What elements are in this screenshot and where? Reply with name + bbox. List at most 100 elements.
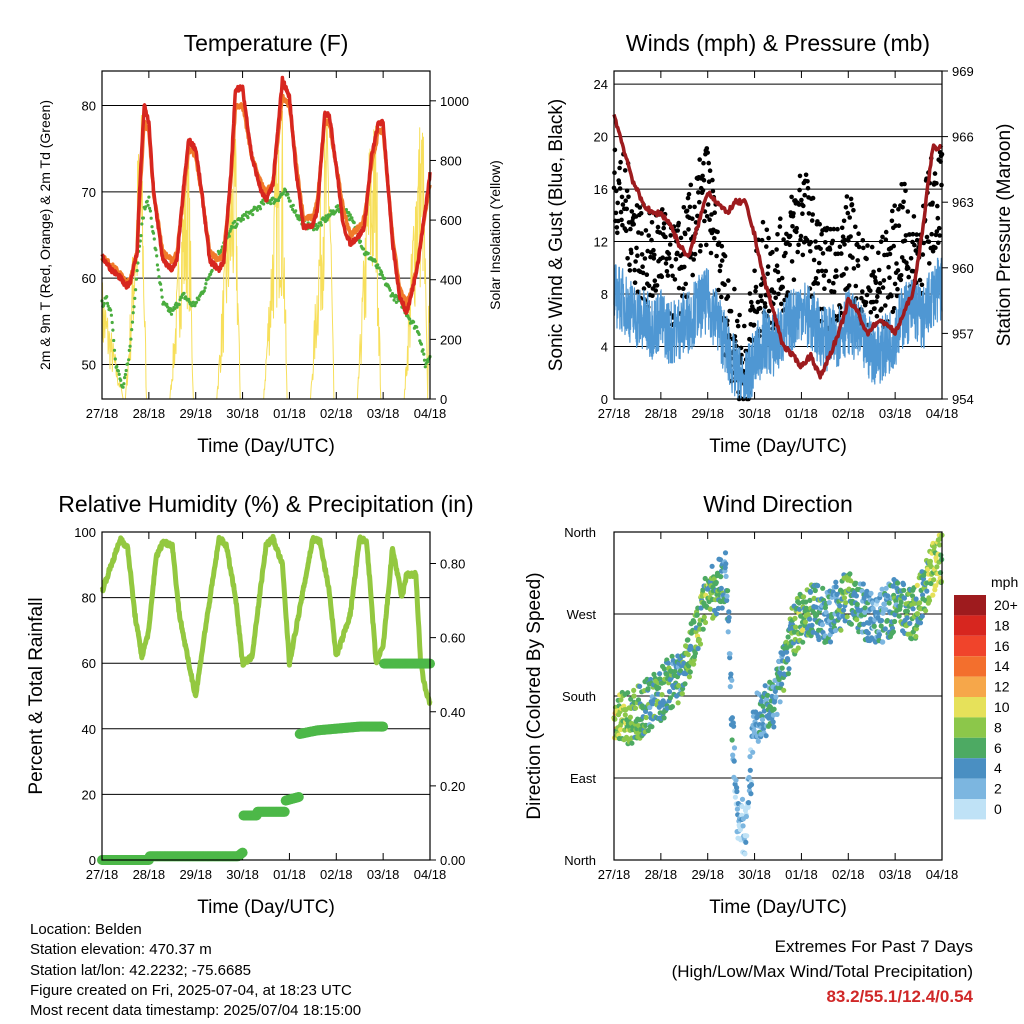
gust-point: [779, 275, 785, 281]
direction-point: [901, 587, 907, 593]
gust-point: [675, 228, 680, 233]
dewpoint-point: [316, 224, 320, 228]
direction-point: [629, 740, 635, 746]
gust-point: [845, 210, 851, 216]
gust-point: [614, 225, 620, 230]
direction-point: [729, 677, 735, 683]
gust-point: [698, 243, 703, 248]
winds-title: Winds (mph) & Pressure (mb): [626, 30, 930, 56]
gust-point: [722, 253, 728, 259]
gust-point: [890, 309, 896, 315]
gust-point: [795, 249, 800, 255]
gust-point: [841, 218, 847, 224]
dewpoint-point: [122, 382, 126, 386]
gust-point: [649, 220, 655, 225]
direction-point: [892, 612, 898, 618]
winds-ytick-label: 20: [594, 130, 608, 145]
gust-point: [661, 221, 667, 226]
direction-point: [848, 621, 855, 627]
dewpoint-point: [115, 364, 119, 369]
gust-point: [853, 283, 859, 289]
colorbar-swatch: [954, 799, 986, 820]
direction-point: [914, 611, 921, 617]
gust-point: [666, 251, 672, 256]
gust-point: [622, 168, 628, 173]
gust-point: [755, 299, 761, 305]
gust-point: [774, 247, 779, 252]
gust-point: [719, 243, 725, 249]
winds-plot-frame: [613, 70, 943, 400]
direction-point: [837, 603, 843, 609]
dewpoint-point: [336, 204, 340, 208]
station-info: Location: Belden Station elevation: 470.…: [30, 920, 361, 1021]
location-text: Location: Belden: [30, 921, 142, 938]
gust-point: [851, 266, 857, 271]
humidity-xtick-label: 30/18: [226, 867, 259, 882]
direction-point: [860, 581, 866, 587]
direction-xtick-label: 04/18: [926, 867, 959, 882]
direction-point: [883, 585, 889, 591]
gust-point: [797, 173, 803, 179]
dewpoint-point: [297, 214, 301, 218]
direction-point: [724, 597, 730, 604]
dewpoint-point: [412, 320, 416, 324]
gust-point: [887, 275, 892, 281]
dewpoint-point: [319, 223, 323, 227]
dewpoint-point: [204, 282, 208, 286]
gust-point: [618, 209, 624, 215]
winds-xtick-label: 29/18: [691, 406, 724, 421]
direction-xlabel: Time (Day/UTC): [709, 897, 847, 918]
gust-point: [641, 286, 647, 291]
direction-point: [685, 637, 691, 643]
gust-point: [834, 274, 839, 279]
direction-point: [892, 618, 898, 625]
gust-point: [839, 225, 845, 231]
gust-point: [700, 188, 706, 193]
direction-point: [785, 634, 791, 640]
gust-point: [833, 268, 839, 273]
dewpoint-point: [276, 198, 281, 203]
direction-point: [924, 580, 930, 586]
winds-ytick-label: 4: [601, 340, 608, 355]
gust-point: [937, 233, 942, 238]
direction-point: [666, 689, 673, 695]
dewpoint-point: [130, 320, 135, 324]
gust-point: [834, 318, 840, 323]
dewpoint-point: [203, 286, 207, 290]
gust-point: [764, 227, 770, 233]
dewpoint-point: [156, 268, 160, 272]
gust-point: [775, 232, 780, 237]
direction-point: [878, 623, 884, 629]
panel-temperature: Temperature (F) 27/18 28/18 29/18 30/18 01/18…: [37, 30, 503, 457]
gust-point: [797, 187, 802, 193]
gust-point: [678, 235, 684, 241]
direction-point: [743, 813, 750, 820]
gust-point: [715, 229, 720, 235]
dewpoint-point: [169, 312, 174, 316]
gust-point: [697, 199, 702, 205]
direction-point: [773, 694, 779, 700]
gust-point: [751, 322, 757, 328]
direction-point: [785, 671, 792, 677]
direction-point: [676, 682, 682, 689]
gust-point: [902, 181, 907, 187]
dewpoint-point: [135, 269, 139, 273]
gust-point: [843, 205, 849, 210]
dewpoint-point: [319, 221, 323, 225]
colorbar-label: 2: [994, 781, 1002, 797]
dewpoint-point: [366, 251, 370, 255]
dewpoint-point: [138, 239, 142, 243]
gust-point: [876, 267, 882, 273]
direction-point: [731, 723, 737, 729]
temperature-ylabel-right: Solar Insolation (Yellow): [487, 160, 503, 310]
gust-point: [848, 234, 853, 239]
direction-point: [729, 737, 735, 743]
temperature-xtick-label: 03/18: [367, 406, 400, 421]
direction-point: [877, 591, 883, 598]
direction-point: [917, 600, 923, 606]
gust-point: [891, 306, 897, 311]
direction-point: [759, 717, 766, 723]
direction-point: [760, 703, 766, 710]
direction-point: [697, 641, 704, 647]
dewpoint-point: [150, 225, 154, 229]
